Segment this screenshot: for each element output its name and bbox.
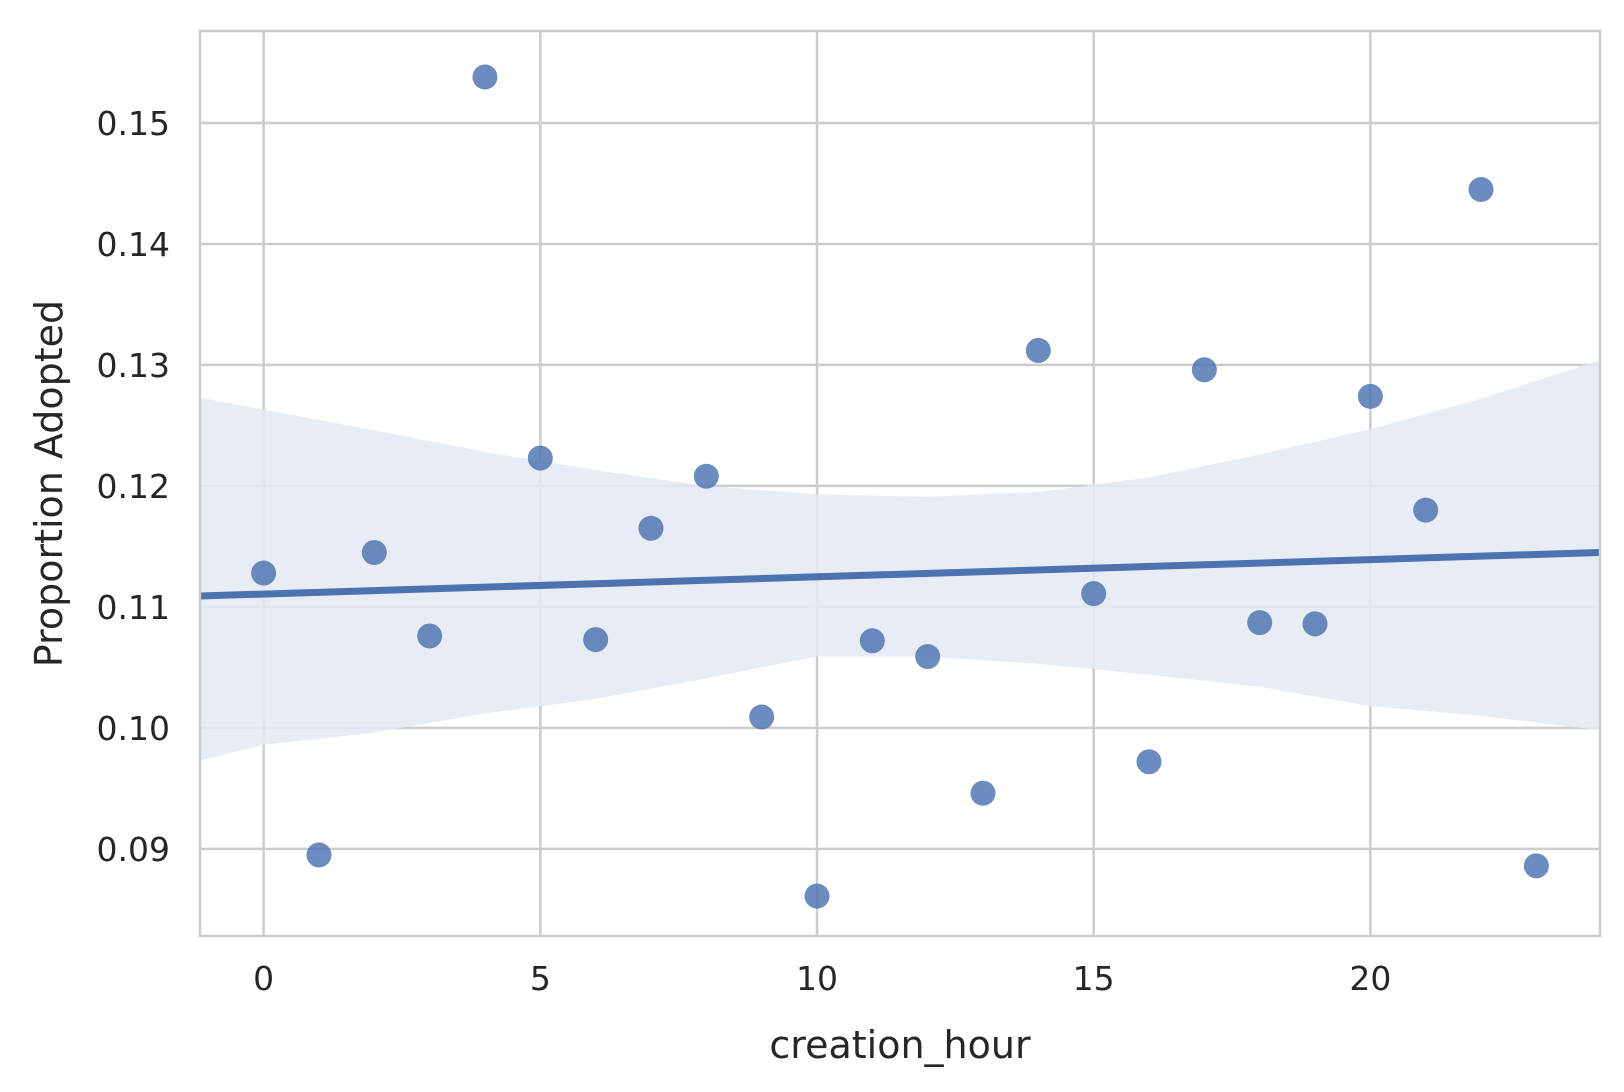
y-tick-labels: 0.09 0.10 0.11 0.12 0.13 0.14 0.15 [97, 104, 170, 869]
data-point-23 [1523, 853, 1549, 879]
data-points [251, 64, 1549, 909]
data-point-5 [527, 445, 553, 471]
data-point-10 [804, 883, 830, 909]
data-point-2 [361, 539, 387, 565]
y-tick-label-2: 0.11 [97, 588, 170, 627]
confidence-band [200, 360, 1600, 761]
data-point-16 [1136, 749, 1162, 775]
x-tick-labels: 0 5 10 15 20 [253, 959, 1391, 998]
y-axis-label: Proportion Adopted [27, 300, 71, 667]
data-point-18 [1247, 610, 1273, 636]
data-point-0 [251, 560, 277, 586]
data-point-15 [1081, 581, 1107, 607]
plot-frame [198, 29, 1602, 938]
data-point-4 [472, 64, 498, 90]
data-point-1 [306, 842, 332, 868]
x-tick-label-4: 20 [1349, 959, 1391, 998]
y-tick-label-0: 0.09 [97, 830, 170, 869]
data-point-13 [970, 780, 996, 806]
x-tick-label-2: 10 [796, 959, 838, 998]
data-point-19 [1302, 611, 1328, 637]
y-tick-label-1: 0.10 [97, 709, 170, 748]
data-point-20 [1357, 383, 1383, 409]
regression-line [199, 548, 1601, 600]
x-tick-label-3: 15 [1073, 959, 1115, 998]
data-point-17 [1191, 357, 1217, 383]
x-tick-label-1: 5 [530, 959, 551, 998]
data-point-7 [638, 515, 664, 541]
data-point-22 [1468, 176, 1494, 202]
y-tick-label-5: 0.14 [97, 225, 170, 264]
y-tick-label-6: 0.15 [97, 104, 170, 143]
data-point-6 [583, 627, 609, 653]
data-point-21 [1413, 497, 1439, 523]
confidence-band-area [200, 360, 1600, 761]
data-point-9 [749, 704, 775, 730]
x-axis-label: creation_hour [769, 1023, 1031, 1067]
data-point-11 [859, 628, 885, 654]
data-point-14 [1025, 337, 1051, 363]
y-tick-label-4: 0.13 [97, 346, 170, 385]
y-tick-label-3: 0.12 [97, 467, 170, 506]
regression-line-path [199, 548, 1601, 600]
data-point-3 [417, 623, 443, 649]
x-tick-label-0: 0 [253, 959, 274, 998]
data-point-12 [915, 644, 941, 670]
data-point-8 [693, 463, 719, 489]
